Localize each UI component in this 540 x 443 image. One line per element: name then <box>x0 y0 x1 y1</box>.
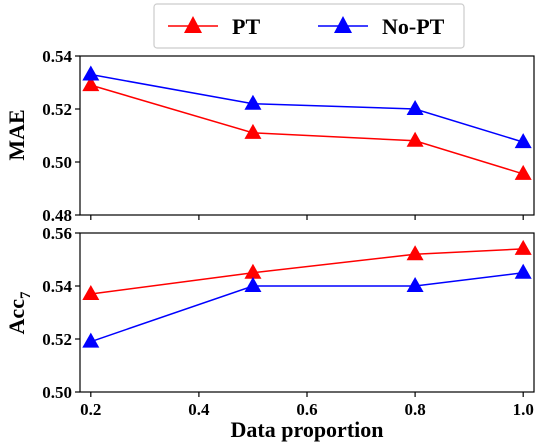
data-point-pt <box>244 263 262 279</box>
y-tick-label: 0.50 <box>42 153 72 172</box>
panel-acc-frame <box>79 232 535 393</box>
series-line-pt <box>90 248 524 295</box>
x-tick-label: 0.6 <box>296 400 317 419</box>
data-point-nopt <box>244 277 262 292</box>
legend: PT No-PT <box>153 3 465 49</box>
x-tick-label: 0.4 <box>188 400 210 419</box>
legend-entry-nopt: No-PT <box>318 14 445 39</box>
legend-pt-label: PT <box>232 14 260 39</box>
data-point-nopt <box>406 100 424 115</box>
data-point-pt <box>514 239 532 255</box>
data-point-pt <box>406 245 424 261</box>
series-line-pt <box>90 84 524 175</box>
y-tick-label: 0.54 <box>42 277 72 296</box>
panel-acc-ylabel-main: Acc <box>4 299 29 335</box>
legend-pt-marker <box>184 16 202 33</box>
data-point-nopt <box>82 332 100 348</box>
data-point-pt <box>244 123 262 139</box>
data-point-pt <box>406 131 424 147</box>
legend-entry-pt: PT <box>168 14 260 39</box>
panel-mae-series <box>82 65 532 180</box>
x-axis-title: Data proportion <box>231 417 384 442</box>
panel-acc-ylabel-sub: 7 <box>18 291 34 299</box>
data-point-nopt <box>514 133 532 149</box>
y-tick-label: 0.48 <box>42 206 72 225</box>
panel-acc: Acc7 0.50 0.52 0.54 0.56 0.2 0.4 0.6 0.8 1.0 <box>4 224 535 419</box>
y-tick-label: 0.52 <box>42 100 72 119</box>
legend-nopt-label: No-PT <box>382 14 445 39</box>
panel-mae-ylabel: MAE <box>4 109 29 160</box>
y-tick-label: 0.50 <box>42 383 72 402</box>
panel-mae-yticks: 0.48 0.50 0.52 0.54 <box>42 47 80 225</box>
data-point-nopt <box>514 263 532 279</box>
panel-mae-xticks <box>90 215 524 220</box>
data-point-nopt <box>82 65 100 81</box>
panel-mae: MAE 0.48 0.50 0.52 0.54 <box>4 47 535 225</box>
panel-acc-series <box>82 239 532 348</box>
x-tick-label: 0.2 <box>80 400 101 419</box>
legend-box <box>153 3 465 49</box>
legend-nopt-marker <box>334 16 352 33</box>
y-tick-label: 0.54 <box>42 47 72 66</box>
panel-acc-yticks: 0.50 0.52 0.54 0.56 <box>42 224 80 402</box>
y-tick-label: 0.52 <box>42 330 72 349</box>
series-line-nopt <box>90 73 524 143</box>
data-point-nopt <box>406 277 424 292</box>
panel-acc-ylabel: Acc7 <box>4 291 34 334</box>
x-tick-label: 1.0 <box>513 400 534 419</box>
data-point-pt <box>82 284 100 300</box>
x-tick-label: 0.8 <box>404 400 425 419</box>
y-tick-label: 0.56 <box>42 224 72 243</box>
series-line-nopt <box>90 272 524 343</box>
data-point-nopt <box>244 94 262 110</box>
data-point-pt <box>82 76 100 92</box>
panel-acc-xticks: 0.2 0.4 0.6 0.8 1.0 <box>80 392 534 419</box>
data-point-pt <box>514 164 532 180</box>
